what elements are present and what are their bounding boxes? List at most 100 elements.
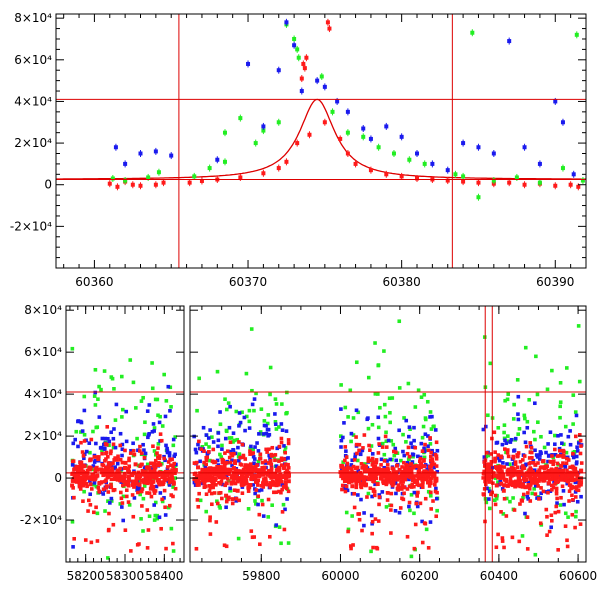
bottom-baseline-point [428, 481, 433, 486]
bottom-point-blue [150, 430, 155, 434]
bottom-baseline-point [543, 464, 548, 469]
bottom-point-red [390, 466, 395, 471]
bottom-point-blue [566, 434, 571, 439]
bottom-point-red [169, 493, 174, 497]
bottom-point-red [263, 459, 268, 463]
bottom-baseline-point [278, 478, 283, 483]
bottom-point-red [254, 488, 259, 492]
bottom-point-red [267, 534, 272, 539]
bottom-point-blue [544, 450, 548, 455]
bottom-point-red [106, 528, 111, 533]
top-point-blue [491, 151, 496, 156]
bottom-baseline-point [395, 486, 400, 491]
top-point-green [407, 157, 412, 162]
bottom-point-green [286, 541, 291, 545]
bottom-point-blue [428, 415, 432, 419]
bottom-point-blue [168, 409, 172, 413]
bottom-baseline-point [551, 476, 556, 481]
bottom-point-red [286, 438, 291, 442]
bottom-baseline-point [267, 460, 272, 465]
bottom-baseline-point [533, 462, 538, 467]
bottom-point-blue [124, 409, 129, 414]
bottom-baseline-point [144, 476, 149, 481]
bottom-baseline-point [112, 476, 117, 481]
bottom-point-red [249, 467, 253, 472]
bottom-point-blue [407, 504, 411, 509]
bottom-point-blue [533, 484, 538, 488]
bottom-point-blue [358, 452, 363, 456]
bottom-point-blue [252, 457, 257, 461]
bottom-point-red [508, 476, 513, 481]
bottom-point-green [376, 363, 381, 367]
top-point-red [115, 184, 120, 189]
bottom-baseline-point [122, 471, 127, 476]
bottom-point-red [361, 463, 366, 468]
bottom-point-green [256, 459, 261, 464]
bottom-point-green [249, 327, 254, 331]
bottom-point-red [410, 482, 415, 487]
top-point-blue [537, 161, 542, 166]
bottom-baseline-point [422, 464, 427, 469]
bottom-baseline-point [247, 463, 252, 468]
bottom-point-red [493, 493, 498, 498]
bottom-baseline-point [156, 472, 161, 477]
bottom-point-red [83, 538, 88, 542]
bottom-point-green [215, 369, 220, 374]
bottom-point-green [210, 435, 214, 439]
bottom-point-green [494, 496, 499, 501]
bottom-point-blue [538, 453, 542, 457]
bottom-point-red [248, 449, 252, 454]
bottom-point-blue [251, 483, 256, 487]
bottom-point-green [268, 392, 272, 397]
bottom-point-blue [435, 469, 440, 474]
bottom-point-green [92, 482, 96, 487]
bottom-point-blue [565, 481, 569, 486]
bottom-point-red [559, 495, 563, 500]
bottom-point-green [428, 493, 433, 498]
bottom-point-red [555, 496, 559, 501]
bottom-point-red [348, 544, 353, 548]
bottom-point-blue [430, 414, 434, 419]
bottom-point-red [517, 539, 522, 544]
bottom-point-green [533, 437, 537, 442]
bottom-point-green [376, 425, 381, 430]
bottom-point-red [196, 505, 201, 509]
bottom-point-green [435, 508, 439, 513]
bottom-point-green [150, 386, 155, 391]
bottom-point-blue [485, 486, 489, 491]
bottom-point-red [502, 545, 506, 550]
bottom-baseline-point [433, 479, 438, 484]
bottom-baseline-point [427, 464, 432, 469]
bottom-point-red [429, 454, 433, 459]
bottom-point-red [396, 483, 401, 488]
bottom-point-green [228, 488, 232, 493]
bottom-point-blue [71, 545, 75, 549]
bottom-point-blue [568, 429, 572, 433]
bottom-point-blue [579, 494, 583, 499]
top-point-blue [292, 43, 297, 48]
bottom-point-red [223, 451, 227, 455]
bottom-baseline-point [349, 478, 354, 483]
bottom-point-blue [252, 397, 257, 401]
bottom-baseline-point [524, 471, 529, 476]
bottom-point-green [155, 513, 160, 518]
bottom-point-red [519, 498, 524, 503]
bottom-point-red [343, 489, 348, 494]
bottom-point-red [197, 491, 201, 496]
bottom-baseline-point [101, 468, 106, 473]
bottom-point-green [484, 454, 489, 459]
top-point-red [322, 120, 327, 125]
bottom-point-blue [230, 463, 234, 468]
bottom-point-red [129, 549, 133, 553]
bottom-baseline-point [200, 467, 205, 472]
top-point-green [156, 170, 161, 175]
bottom-point-red [219, 479, 224, 484]
bottom-point-red [207, 489, 212, 493]
bottom-point-red [521, 458, 525, 462]
bottom-baseline-point [537, 477, 542, 482]
top-point-green [261, 128, 266, 133]
bottom-baseline-point [106, 469, 111, 474]
bottom-baseline-point [77, 477, 82, 482]
bottom-point-blue [561, 489, 566, 493]
bottom-point-red [418, 456, 423, 461]
